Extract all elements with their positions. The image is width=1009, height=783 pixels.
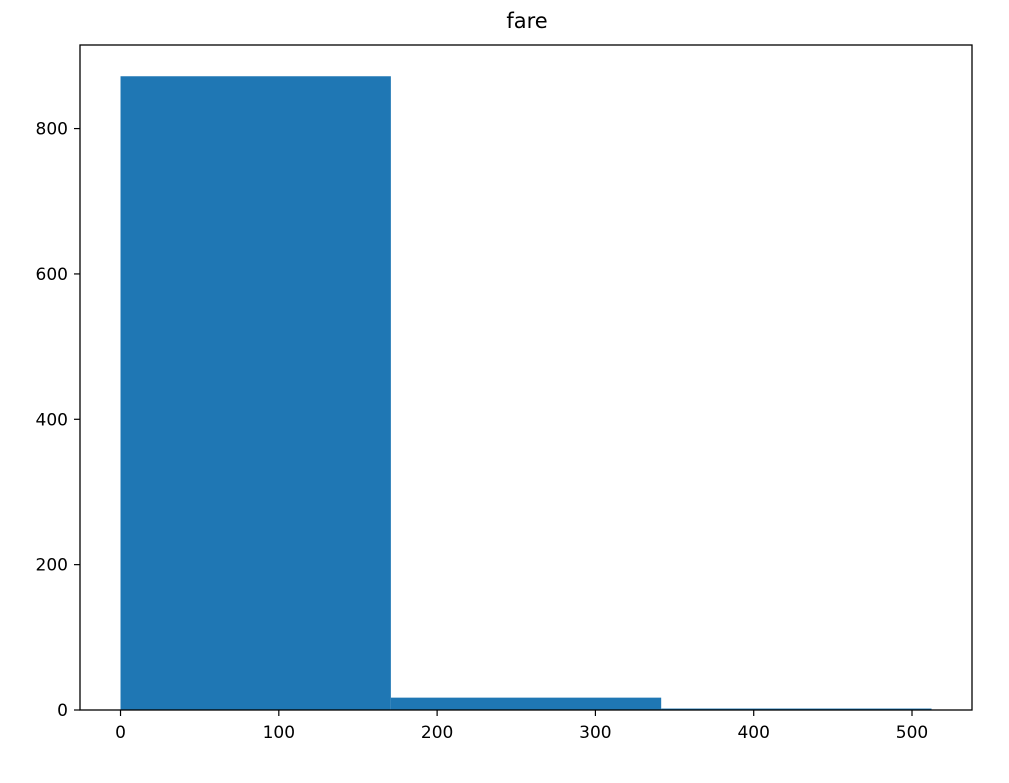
- histogram-bar: [661, 708, 932, 710]
- x-axis-ticks: 0 100 200 300 400 500: [115, 710, 928, 743]
- y-axis-ticks: 0 200 400 600 800: [36, 120, 80, 721]
- chart-title: fare: [506, 9, 547, 33]
- x-tick-label: 100: [263, 723, 295, 743]
- x-tick-label: 0: [115, 723, 126, 743]
- y-tick-label: 200: [36, 556, 68, 576]
- y-tick-label: 0: [57, 701, 68, 721]
- y-tick-label: 600: [36, 265, 68, 285]
- histogram-bar: [120, 76, 391, 711]
- plot-area: 0 100 200 300 400 500 0 200 400 600 800: [36, 44, 973, 743]
- axes-frame: [79, 44, 973, 711]
- y-tick-label: 400: [36, 410, 68, 430]
- bars-group: [120, 76, 932, 711]
- y-tick-label: 800: [36, 120, 68, 140]
- x-tick-label: 200: [421, 723, 453, 743]
- x-tick-label: 400: [737, 723, 769, 743]
- histogram-bar: [390, 697, 662, 710]
- x-tick-label: 500: [896, 723, 928, 743]
- x-tick-label: 300: [579, 723, 611, 743]
